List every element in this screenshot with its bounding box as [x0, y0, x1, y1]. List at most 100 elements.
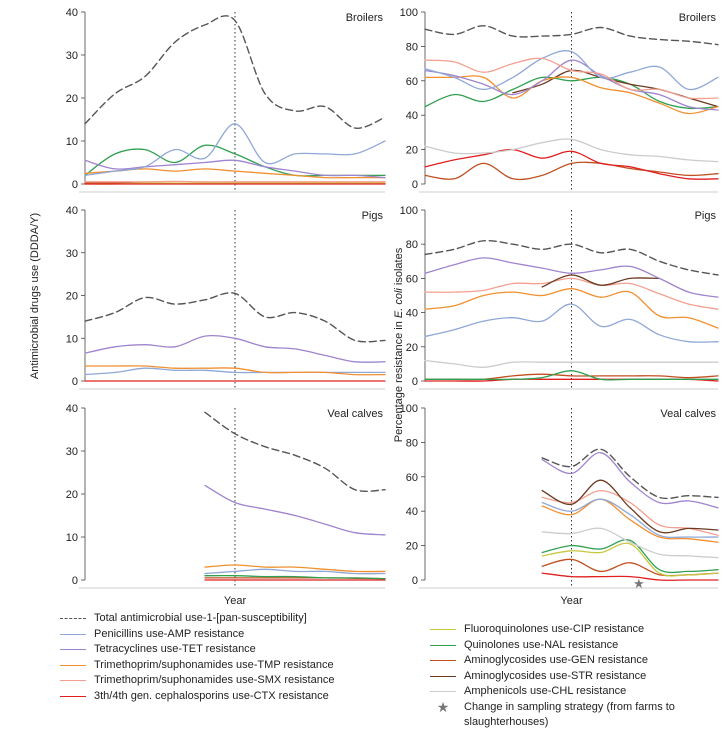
y-tick-label: 0 — [412, 179, 418, 191]
y-tick-label: 100 — [400, 7, 418, 19]
y-tick-label: 60 — [406, 472, 418, 484]
legend-label: Aminoglycosides use-STR resistance — [464, 669, 646, 685]
panel-title: Broilers — [346, 12, 384, 24]
legend-label: Fluoroquinolones use-CIP resistance — [464, 622, 644, 638]
legend-item: Quinolones use-NAL resistance — [430, 638, 720, 654]
y-tick-label: 0 — [412, 575, 418, 587]
sampling-change-star: ★ — [633, 576, 645, 591]
legend-swatch — [430, 676, 456, 677]
y-tick-label: 10 — [66, 136, 78, 148]
y-tick-label: 40 — [66, 205, 78, 217]
panel-right-broilers: 0 20 40 60 80 100 Broilers — [400, 7, 718, 192]
panel-left-veal-calves: 0 10 20 30 40 Veal calves Year — [66, 403, 385, 607]
legend-item: Trimethoprim/suphonamides use-TMP resist… — [60, 658, 390, 674]
y-tick-label: 20 — [406, 342, 418, 354]
legend-item: Aminoglycosides use-GEN resistance — [430, 653, 720, 669]
legend-item-star: ★ Change in sampling strategy (from farms… — [430, 700, 720, 731]
y-tick-label: 40 — [406, 308, 418, 320]
legend-swatch — [430, 660, 456, 661]
panel-title: Pigs — [362, 210, 384, 222]
x-axis-label: Year — [224, 595, 247, 607]
y-tick-label: 100 — [400, 205, 418, 217]
legend-label: Amphenicols use-CHL resistance — [464, 684, 626, 700]
y-tick-label: 80 — [406, 239, 418, 251]
legend-left: Total antimicrobial use-1-[pan-susceptib… — [60, 611, 390, 704]
y-tick-label: 0 — [72, 179, 78, 191]
y-tick-label: 30 — [66, 446, 78, 458]
legend-swatch — [60, 618, 86, 619]
y-tick-label: 40 — [66, 7, 78, 19]
y-tick-label: 0 — [72, 376, 78, 388]
legend-item: Total antimicrobial use-1-[pan-susceptib… — [60, 611, 390, 627]
y-axis-label-left: Antimicrobial drugs use (DDDA/Y) — [29, 213, 41, 379]
series-line-tetracyclines-use-tet-resistance — [542, 453, 718, 508]
x-axis-label: Year — [560, 595, 583, 607]
legend-item: Fluoroquinolones use-CIP resistance — [430, 622, 720, 638]
series-line-total-antimicrobial-use-1-pan-susceptibility — [205, 412, 385, 491]
legend-label: Aminoglycosides use-GEN resistance — [464, 653, 648, 669]
y-tick-label: 0 — [72, 575, 78, 587]
legend-label: Tetracyclines use-TET resistance — [94, 642, 256, 658]
panel-title: Pigs — [695, 210, 717, 222]
legend-item: Trimethoprim/suphonamides use-SMX resist… — [60, 673, 390, 689]
y-tick-label: 0 — [412, 376, 418, 388]
y-tick-label: 10 — [66, 333, 78, 345]
panel-right-pigs: 0 20 40 60 80 100 Pigs — [400, 205, 718, 389]
y-tick-label: 80 — [406, 437, 418, 449]
legend-swatch — [60, 634, 86, 635]
panel-title: Broilers — [679, 12, 717, 24]
y-tick-label: 30 — [66, 50, 78, 62]
y-tick-label: 60 — [406, 273, 418, 285]
legend-item: 3th/4th gen. cephalosporins use-CTX resi… — [60, 689, 390, 705]
y-axis-label-right: Percentage resistance in E. coli isolate… — [393, 247, 405, 442]
legend-label: Total antimicrobial use-1-[pan-susceptib… — [94, 611, 307, 627]
series-line-aminoglycosides-use-str-resistance — [542, 275, 659, 287]
y-axis-label-right-suffix: isolates — [393, 247, 405, 288]
series-line-amphenicols-use-chl-resistance — [425, 139, 718, 162]
y-tick-label: 60 — [406, 76, 418, 88]
star-icon: ★ — [430, 700, 456, 715]
series-line-trimethoprim-suphonamides-use-tmp-resistance — [542, 499, 718, 542]
legend-swatch — [60, 665, 86, 666]
legend-swatch — [60, 696, 86, 697]
legend-label: 3th/4th gen. cephalosporins use-CTX resi… — [94, 689, 329, 705]
series-line-aminoglycosides-use-gen-resistance — [542, 559, 718, 575]
y-tick-label: 40 — [406, 110, 418, 122]
y-tick-label: 40 — [66, 403, 78, 415]
y-axis-label-right-organism: E. coli — [393, 288, 405, 319]
legend-label: Quinolones use-NAL resistance — [464, 638, 618, 654]
y-tick-label: 20 — [66, 93, 78, 105]
series-line-trimethoprim-suphonamides-use-tmp-resistance — [205, 565, 385, 572]
panel-title: Veal calves — [660, 408, 716, 420]
legend-swatch — [60, 649, 86, 650]
legend-item: Amphenicols use-CHL resistance — [430, 684, 720, 700]
legend-swatch — [60, 680, 86, 681]
legend-label: Change in sampling strategy (from farms … — [464, 700, 714, 731]
y-tick-label: 30 — [66, 248, 78, 260]
series-line-tetracyclines-use-tet-resistance — [205, 485, 385, 535]
y-tick-label: 20 — [406, 145, 418, 157]
y-tick-label: 80 — [406, 41, 418, 53]
panel-title: Veal calves — [327, 408, 383, 420]
legend-swatch — [430, 645, 456, 646]
y-axis-label-right-prefix: Percentage resistance in — [393, 318, 405, 442]
y-tick-label: 40 — [406, 506, 418, 518]
series-line-total-antimicrobial-use-1-pan-susceptibility — [425, 241, 718, 275]
panel-left-pigs: 0 10 20 30 40 Pigs — [66, 205, 385, 389]
legend-item: Tetracyclines use-TET resistance — [60, 642, 390, 658]
legend-swatch — [430, 691, 456, 692]
series-line-amphenicols-use-chl-resistance — [542, 528, 718, 557]
y-tick-label: 20 — [66, 489, 78, 501]
y-tick-label: 20 — [66, 291, 78, 303]
legend-label: Trimethoprim/suphonamides use-SMX resist… — [94, 673, 334, 689]
legend-label: Trimethoprim/suphonamides use-TMP resist… — [94, 658, 334, 674]
legend-item: Aminoglycosides use-STR resistance — [430, 669, 720, 685]
y-tick-label: 20 — [406, 541, 418, 553]
legend-label: Penicillins use-AMP resistance — [94, 627, 244, 643]
legend-swatch — [430, 629, 456, 630]
y-tick-label: 10 — [66, 532, 78, 544]
series-line-aminoglycosides-use-str-resistance — [542, 480, 718, 533]
panel-left-broilers: 0 10 20 30 40 Broilers — [66, 7, 385, 192]
